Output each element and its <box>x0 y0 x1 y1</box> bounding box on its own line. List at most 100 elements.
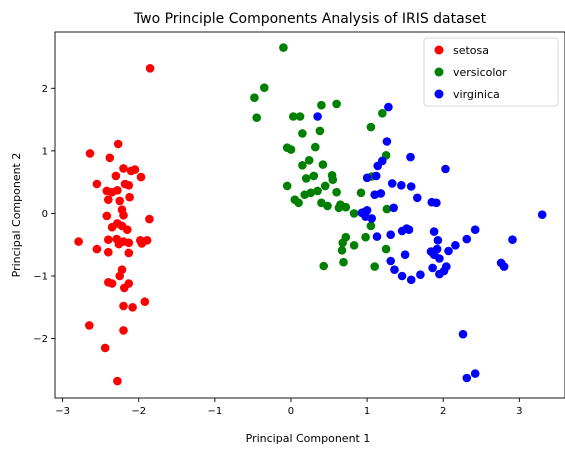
point-virginica-44 <box>397 271 407 281</box>
point-versicolor-41 <box>366 221 376 231</box>
point-versicolor-0 <box>279 43 288 52</box>
point-setosa-21 <box>145 214 154 224</box>
legend-label-setosa: setosa <box>453 44 489 57</box>
point-virginica-52 <box>470 369 480 378</box>
x-tick-label: −1 <box>207 406 222 417</box>
point-setosa-39 <box>115 271 124 281</box>
point-virginica-6 <box>441 164 450 174</box>
point-setosa-5 <box>119 164 128 173</box>
point-setosa-20 <box>119 211 128 220</box>
point-versicolor-17 <box>318 160 328 169</box>
point-setosa-9 <box>111 171 121 181</box>
point-versicolor-5 <box>317 100 326 110</box>
point-versicolor-12 <box>311 142 320 152</box>
point-virginica-11 <box>406 182 416 191</box>
point-setosa-28 <box>124 238 134 248</box>
point-versicolor-25 <box>282 181 292 191</box>
point-versicolor-44 <box>349 241 359 250</box>
point-versicolor-40 <box>382 204 392 214</box>
point-versicolor-32 <box>294 198 303 208</box>
point-setosa-19 <box>102 211 112 221</box>
point-virginica-16 <box>432 198 441 208</box>
point-versicolor-47 <box>381 244 391 254</box>
point-setosa-43 <box>120 283 129 293</box>
point-virginica-53 <box>462 373 472 383</box>
point-virginica-2 <box>382 137 392 146</box>
point-versicolor-45 <box>338 238 348 248</box>
point-versicolor-46 <box>337 246 347 255</box>
point-virginica-21 <box>367 214 377 223</box>
point-setosa-31 <box>74 237 83 246</box>
point-setosa-3 <box>85 149 95 158</box>
point-setosa-14 <box>124 181 134 190</box>
point-virginica-0 <box>384 102 393 112</box>
point-setosa-49 <box>100 343 110 353</box>
x-tick-label: 0 <box>288 406 294 417</box>
point-versicolor-22 <box>301 174 311 183</box>
legend-marker-setosa <box>434 45 444 55</box>
point-setosa-0 <box>145 64 155 73</box>
point-setosa-45 <box>119 301 128 311</box>
point-virginica-36 <box>435 254 444 263</box>
point-setosa-36 <box>104 247 113 257</box>
point-virginica-23 <box>397 226 407 236</box>
point-virginica-26 <box>404 225 414 234</box>
point-versicolor-4 <box>332 99 341 109</box>
point-versicolor-21 <box>309 171 319 181</box>
point-setosa-34 <box>137 239 147 248</box>
point-versicolor-8 <box>366 122 376 132</box>
point-setosa-12 <box>113 186 122 195</box>
point-virginica-37 <box>400 250 410 259</box>
point-versicolor-7 <box>295 112 305 121</box>
point-virginica-9 <box>387 179 397 188</box>
point-virginica-45 <box>406 275 416 285</box>
point-setosa-23 <box>107 222 117 232</box>
point-virginica-46 <box>390 265 399 275</box>
point-versicolor-38 <box>349 209 359 218</box>
point-versicolor-50 <box>319 261 329 271</box>
point-versicolor-43 <box>361 232 370 242</box>
point-setosa-46 <box>128 303 137 312</box>
point-virginica-10 <box>397 181 406 190</box>
point-setosa-30 <box>104 235 113 244</box>
point-virginica-14 <box>413 193 422 203</box>
y-tick-label: 1 <box>42 146 48 157</box>
point-virginica-49 <box>508 235 517 244</box>
point-setosa-4 <box>92 179 102 189</box>
point-virginica-51 <box>458 329 468 339</box>
point-virginica-5 <box>373 161 383 171</box>
point-versicolor-29 <box>356 188 366 198</box>
point-versicolor-26 <box>313 186 322 196</box>
point-setosa-2 <box>105 153 115 163</box>
legend-marker-versicolor <box>434 67 444 77</box>
point-versicolor-30 <box>300 190 310 199</box>
point-setosa-16 <box>104 195 113 204</box>
legend-marker-virginica <box>434 89 444 99</box>
point-virginica-48 <box>499 262 509 271</box>
point-virginica-35 <box>444 246 453 256</box>
point-setosa-29 <box>114 239 124 249</box>
point-virginica-24 <box>372 232 382 241</box>
y-tick-label: 0 <box>42 209 48 220</box>
point-setosa-17 <box>125 192 134 202</box>
point-versicolor-6 <box>289 112 298 121</box>
point-versicolor-27 <box>332 187 341 197</box>
x-axis-ticks: −3 −2 −1 0 1 2 3 <box>55 398 523 417</box>
point-virginica-3 <box>406 152 415 162</box>
point-setosa-44 <box>140 297 150 307</box>
point-versicolor-10 <box>315 126 325 136</box>
point-virginica-8 <box>362 173 372 183</box>
x-tick-label: −2 <box>131 406 146 417</box>
point-setosa-41 <box>107 279 117 288</box>
point-setosa-35 <box>92 244 102 254</box>
point-setosa-1 <box>113 139 123 149</box>
point-virginica-42 <box>435 269 444 279</box>
point-virginica-38 <box>386 256 396 266</box>
point-setosa-37 <box>124 248 134 258</box>
points-layer <box>74 43 547 386</box>
legend-frame <box>423 37 559 107</box>
point-versicolor-11 <box>298 129 307 138</box>
legend-label-virginica: virginica <box>453 88 500 101</box>
point-virginica-41 <box>428 263 437 273</box>
